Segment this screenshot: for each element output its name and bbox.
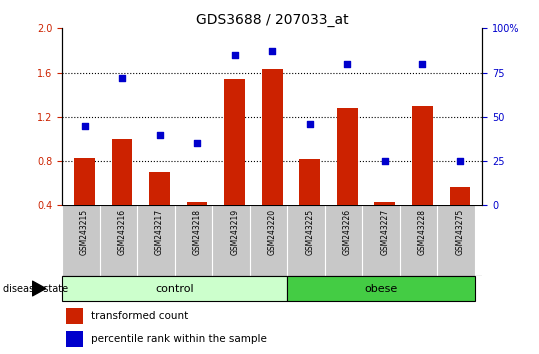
Point: [418, 61, 427, 67]
Text: GSM243219: GSM243219: [230, 209, 239, 255]
Point: [268, 48, 277, 54]
Text: GSM243226: GSM243226: [343, 209, 352, 255]
Point: [80, 123, 89, 129]
Bar: [450, 187, 470, 205]
Text: GSM243225: GSM243225: [305, 209, 314, 255]
Text: control: control: [155, 284, 194, 293]
Bar: [287, 276, 475, 301]
Title: GDS3688 / 207033_at: GDS3688 / 207033_at: [196, 13, 349, 27]
Bar: [299, 159, 320, 205]
Text: transformed count: transformed count: [92, 311, 189, 321]
Text: GSM243220: GSM243220: [268, 209, 277, 255]
Point: [306, 121, 314, 127]
Bar: [337, 108, 357, 205]
Text: GSM243228: GSM243228: [418, 209, 427, 255]
Point: [118, 75, 126, 81]
Point: [155, 132, 164, 137]
Bar: [74, 158, 95, 205]
Bar: [112, 139, 133, 205]
Bar: [224, 79, 245, 205]
Text: GSM243227: GSM243227: [381, 209, 389, 255]
Text: GSM243216: GSM243216: [118, 209, 127, 255]
Bar: [412, 106, 433, 205]
Point: [230, 52, 239, 58]
Text: GSM243275: GSM243275: [455, 209, 465, 255]
Text: GSM243218: GSM243218: [192, 209, 202, 255]
Text: GSM243215: GSM243215: [80, 209, 89, 255]
Bar: [66, 308, 83, 324]
Polygon shape: [32, 281, 46, 296]
Point: [343, 61, 351, 67]
Bar: [149, 172, 170, 205]
Text: percentile rank within the sample: percentile rank within the sample: [92, 334, 267, 344]
Bar: [262, 69, 282, 205]
Point: [381, 158, 389, 164]
Point: [455, 158, 464, 164]
Bar: [187, 202, 208, 205]
Bar: [62, 276, 287, 301]
Text: GSM243217: GSM243217: [155, 209, 164, 255]
Point: [193, 141, 202, 146]
Text: obese: obese: [364, 284, 398, 293]
Bar: [66, 331, 83, 347]
Bar: [375, 202, 395, 205]
Text: disease state: disease state: [3, 284, 68, 293]
